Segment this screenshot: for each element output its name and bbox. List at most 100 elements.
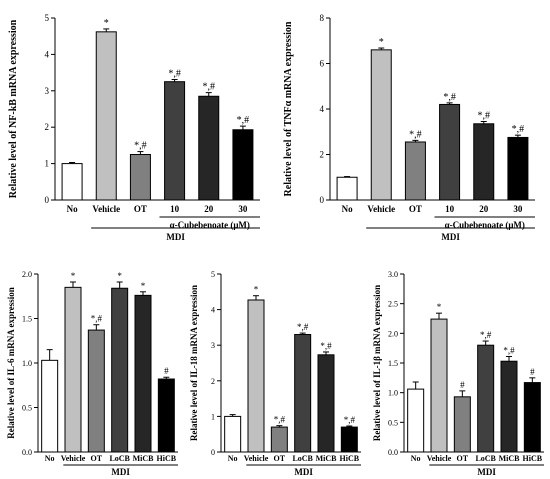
bar-locb	[111, 287, 129, 453]
category-label: 20	[479, 204, 489, 214]
y-tick-label: 0	[211, 448, 215, 457]
bar-ot	[270, 426, 288, 453]
category-label: Vehicle	[92, 204, 120, 214]
bar-micb	[500, 360, 518, 453]
y-axis-label: Relative level of TNFα mRNA expression	[283, 21, 294, 196]
significance-label: *,#	[168, 69, 181, 80]
y-tick-label: 1	[211, 412, 215, 421]
significance-label: *,#	[503, 345, 515, 355]
significance-label: #	[460, 380, 465, 390]
y-tick-label: 6	[320, 59, 325, 69]
bar-10	[439, 103, 461, 201]
bar-vehicle	[370, 49, 392, 201]
category-label: No	[228, 454, 238, 463]
category-label: OT	[91, 454, 103, 463]
significance-label: *,#	[512, 124, 525, 135]
subgroup-label: α-Cubebenoate (μM)	[170, 220, 250, 230]
significance-label: *,#	[409, 129, 422, 140]
chart-tnfa: Relative level of TNFα mRNA expression 0 2…	[283, 13, 535, 242]
y-tick-label: 3	[211, 341, 215, 350]
category-label: MiCB	[133, 454, 155, 463]
category-label: No	[411, 454, 421, 463]
bar-no	[41, 359, 59, 453]
significance-label: *	[117, 271, 122, 281]
bar-hicb	[523, 382, 541, 453]
significance-label: *,#	[203, 82, 216, 93]
y-tick-label: 5	[211, 270, 215, 279]
category-label: Vehicle	[427, 454, 452, 463]
y-tick-label: 0.0	[388, 448, 398, 457]
bar-no	[224, 415, 242, 453]
y-tick-label: 2.0	[22, 270, 32, 279]
y-tick-label: 1.0	[22, 359, 32, 368]
category-label: OT	[274, 454, 286, 463]
category-label: OT	[409, 204, 422, 214]
y-tick-label: 0	[45, 195, 50, 205]
category-label: 10	[445, 204, 455, 214]
y-tick-label: 0.0	[22, 448, 32, 457]
y-tick-label: 8	[320, 13, 325, 23]
significance-label: *,#	[91, 314, 103, 324]
bar-vehicle	[64, 286, 82, 453]
bar-ot	[129, 154, 151, 201]
bar-ot	[404, 141, 426, 201]
significance-label: *	[254, 285, 259, 295]
bar-30	[507, 136, 529, 201]
category-label: No	[342, 204, 353, 214]
significance-label: *,#	[478, 111, 491, 122]
bar-no	[61, 163, 83, 201]
category-label: MiCB	[499, 454, 521, 463]
chart-nfkb: Relative level of NF-kB mRNA expression 0…	[8, 13, 260, 242]
significance-label: *	[379, 37, 384, 48]
significance-label: #	[164, 366, 169, 376]
bar-ot	[453, 396, 471, 453]
bar-hicb	[157, 378, 175, 453]
group-label: MDI	[477, 467, 496, 477]
significance-label: #	[530, 367, 535, 377]
significance-label: *,#	[344, 415, 356, 425]
bar-vehicle	[247, 299, 265, 453]
bar-locb	[477, 344, 495, 453]
category-label: 30	[513, 204, 523, 214]
y-axis-label: Relative level of NF-kB mRNA expression	[8, 19, 19, 198]
significance-label: *,#	[320, 341, 332, 351]
category-label: LoCB	[475, 454, 496, 463]
y-tick-label: 3.0	[388, 270, 398, 279]
significance-label: *,#	[297, 322, 309, 332]
y-tick-label: 0.5	[22, 404, 32, 413]
group-label: MDI	[441, 232, 460, 242]
bar-10	[164, 81, 186, 201]
y-axis-label: Relative level of IL-18 mRNA expression	[189, 285, 199, 441]
significance-label: *,#	[480, 330, 492, 340]
bar-micb	[134, 294, 152, 453]
y-axis-label: Relative level of IL-6 mRNA expression	[6, 287, 16, 439]
bar-30	[232, 129, 254, 201]
chart-il1b: Relative level of IL-1β mRNA expression 0…	[372, 270, 544, 477]
significance-label: *	[141, 281, 146, 291]
significance-label: *	[437, 302, 442, 312]
category-label: 10	[170, 204, 180, 214]
bar-20	[198, 95, 220, 201]
y-tick-label: 0.5	[388, 418, 398, 427]
y-tick-label: 2	[320, 150, 325, 160]
bar-vehicle	[430, 318, 448, 453]
category-label: Vehicle	[244, 454, 269, 463]
bar-micb	[317, 354, 335, 453]
y-tick-label: 2	[211, 377, 215, 386]
y-tick-label: 4	[211, 306, 215, 315]
y-tick-label: 1.5	[388, 359, 398, 368]
bar-ot	[87, 329, 105, 453]
category-label: No	[45, 454, 55, 463]
y-tick-label: 0	[320, 195, 325, 205]
category-label: HiCB	[157, 454, 177, 463]
category-label: OT	[457, 454, 469, 463]
significance-label: *	[104, 18, 109, 29]
y-tick-label: 1	[45, 159, 50, 169]
significance-label: *	[71, 271, 76, 281]
bar-hicb	[340, 426, 358, 453]
bar-vehicle	[95, 31, 117, 201]
y-tick-label: 2.0	[388, 329, 398, 338]
significance-label: *,#	[443, 92, 456, 103]
significance-label: *,#	[134, 141, 147, 152]
y-tick-label: 5	[45, 13, 50, 23]
